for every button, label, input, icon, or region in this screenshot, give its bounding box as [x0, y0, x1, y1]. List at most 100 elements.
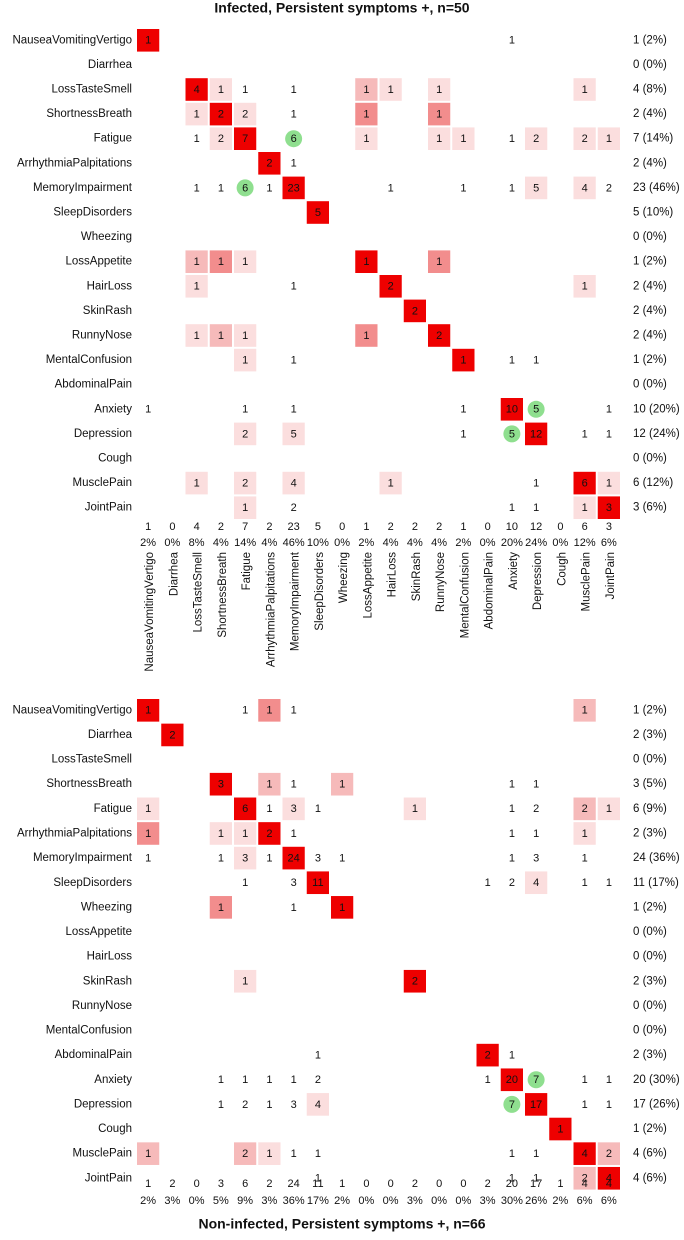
- row-total: 4 (8%): [633, 84, 667, 96]
- row-total: 2 (4%): [633, 280, 667, 292]
- cell-value: 1: [266, 182, 272, 194]
- heatmap-cell-highlight: [503, 1095, 521, 1113]
- column-count: 3: [606, 521, 612, 533]
- cell-value: 1: [194, 281, 200, 293]
- cell-value: 1: [315, 1050, 321, 1062]
- cell-value: 2: [315, 1074, 321, 1086]
- heatmap-cell: [258, 1142, 281, 1165]
- column-percent: 2%: [358, 537, 374, 549]
- cell-value: 3: [533, 853, 539, 865]
- column-count: 3: [218, 1178, 224, 1190]
- column-percent: 0%: [334, 537, 350, 549]
- heatmap-cell: [379, 78, 402, 101]
- column-percent: 3%: [164, 1195, 180, 1207]
- cell-value: 1: [509, 133, 515, 145]
- cell-value: 1: [460, 133, 466, 145]
- row-label-anxiety: Anxiety: [94, 1074, 132, 1086]
- row-total: 0 (0%): [633, 1025, 667, 1037]
- cell-value: 1: [145, 803, 151, 815]
- column-percent: 4%: [213, 537, 229, 549]
- column-count: 0: [557, 521, 563, 533]
- column-label-fatigue: Fatigue: [241, 552, 253, 590]
- cell-value: 17: [530, 1099, 542, 1111]
- cell-value: 1: [291, 902, 297, 914]
- column-label-skinrash: SkinRash: [411, 552, 423, 601]
- cell-value: 1: [533, 1173, 539, 1185]
- heatmap-cell: [234, 250, 257, 273]
- heatmap-cell: [525, 871, 548, 895]
- column-count: 0: [485, 521, 491, 533]
- cell-value: 1: [582, 281, 588, 293]
- cell-value: 2: [582, 803, 588, 815]
- row-total: 6 (12%): [633, 477, 673, 489]
- row-total: 11 (17%): [633, 877, 679, 889]
- column-count: 23: [288, 521, 300, 533]
- cell-value: 1: [266, 1148, 272, 1160]
- cell-value: 2: [242, 1099, 248, 1111]
- heatmap-cell: [209, 78, 232, 101]
- cell-value: 1: [315, 803, 321, 815]
- column-count: 7: [242, 521, 248, 533]
- cell-value: 6: [291, 133, 297, 145]
- column-count: 6: [582, 521, 588, 533]
- row-label-abdominalpain: AbdominalPain: [55, 1049, 132, 1061]
- heatmap-cell: [234, 797, 257, 821]
- cell-value: 2: [388, 281, 394, 293]
- heatmap-cell: [525, 1093, 548, 1116]
- cell-value: 4: [606, 1173, 612, 1185]
- heatmap-cell: [379, 275, 402, 298]
- cell-value: 2: [218, 133, 224, 145]
- heatmap-cell: [234, 846, 257, 870]
- cell-value: 1: [533, 478, 539, 490]
- heatmap-cell: [355, 78, 378, 101]
- cell-value: 7: [533, 1074, 539, 1086]
- column-label-depression: Depression: [532, 552, 544, 610]
- column-count: 1: [460, 521, 466, 533]
- row-label-sleepdisorders: SleepDisorders: [53, 207, 132, 219]
- heatmap-cell: [137, 699, 160, 722]
- row-label-arrhythmiapalpitations: ArrhythmiaPalpitations: [17, 157, 132, 169]
- heatmap-cell: [306, 871, 329, 895]
- cell-value: 1: [218, 853, 224, 865]
- column-percent: 2%: [334, 1195, 350, 1207]
- cell-value: 11: [312, 877, 323, 889]
- cell-value: 1: [218, 256, 224, 268]
- cell-value: 1: [194, 478, 200, 490]
- row-label-hairloss: HairLoss: [87, 951, 133, 963]
- column-label-runnynose: RunnyNose: [435, 552, 447, 612]
- column-count: 1: [339, 1178, 345, 1190]
- heatmap-cell: [234, 471, 257, 495]
- cell-value: 2: [606, 1148, 612, 1160]
- heatmap-cell: [573, 275, 596, 298]
- cell-value: 1: [291, 1148, 297, 1160]
- heatmap-panel-2: Non-infected, Persistent symptoms +, n=6…: [12, 699, 680, 1232]
- heatmap-cell: [234, 969, 257, 993]
- cell-value: 1: [557, 1123, 563, 1135]
- cell-value: 1: [291, 158, 297, 170]
- cell-value: 2: [436, 330, 442, 342]
- row-label-lossappetite: LossAppetite: [66, 256, 133, 268]
- row-label-diarrhea: Diarrhea: [88, 729, 133, 741]
- row-label-nauseavomitingvertigo: NauseaVomitingVertigo: [12, 704, 132, 716]
- cell-value: 1: [194, 256, 200, 268]
- column-label-cough: Cough: [556, 552, 568, 586]
- cell-value: 1: [194, 133, 200, 145]
- cell-value: 1: [533, 355, 539, 367]
- heatmap-cell: [282, 176, 305, 200]
- heatmap-cell: [597, 496, 620, 519]
- cell-value: 1: [339, 902, 345, 914]
- cell-value: 1: [412, 803, 418, 815]
- row-total: 1 (2%): [633, 901, 667, 913]
- heatmap-cell: [137, 29, 160, 52]
- row-total: 23 (46%): [633, 182, 680, 194]
- row-label-runnynose: RunnyNose: [72, 1000, 132, 1012]
- row-total: 3 (5%): [633, 778, 667, 790]
- column-percent: 17%: [307, 1195, 329, 1207]
- cell-value: 1: [291, 705, 297, 717]
- row-total: 10 (20%): [633, 403, 680, 415]
- column-count: 11: [312, 1178, 323, 1190]
- heatmap-cell: [525, 127, 548, 150]
- column-percent: 8%: [189, 537, 205, 549]
- row-label-wheezing: Wheezing: [81, 231, 132, 243]
- cell-value: 3: [291, 803, 297, 815]
